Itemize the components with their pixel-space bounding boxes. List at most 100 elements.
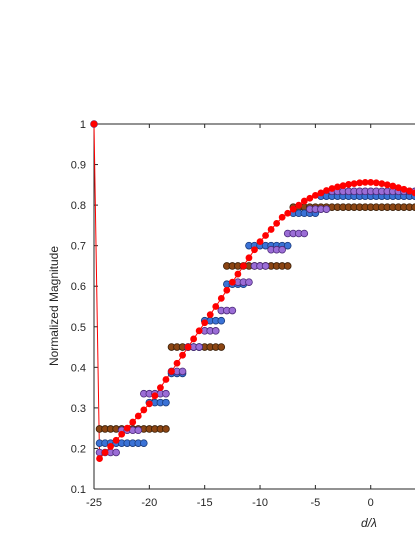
data-point [90, 120, 98, 128]
data-point [361, 178, 369, 186]
data-point [234, 270, 242, 278]
x-tick-label: -10 [252, 497, 268, 509]
data-point [211, 327, 220, 335]
data-point [267, 226, 275, 233]
data-point [383, 181, 391, 189]
x-tick-label: -20 [141, 497, 157, 509]
data-point [278, 245, 286, 254]
data-point [367, 178, 375, 186]
data-point [295, 201, 303, 209]
data-point [306, 194, 314, 202]
data-point [217, 316, 226, 325]
data-point [322, 205, 331, 213]
data-point [300, 229, 309, 238]
data-point [300, 197, 308, 205]
y-tick-label: 0.4 [71, 362, 86, 374]
data-point [245, 278, 253, 286]
data-point [206, 311, 214, 319]
data-point [145, 400, 153, 408]
data-point [339, 182, 347, 190]
data-point [372, 179, 380, 187]
data-point [283, 241, 292, 250]
data-point [178, 367, 187, 376]
y-tick-label: 0.5 [71, 322, 86, 334]
x-axis: -25 -20 -15 -10 -5 0 [86, 124, 374, 509]
x-axis-label: d/λ [361, 516, 377, 530]
data-point [389, 182, 397, 190]
data-point [162, 398, 170, 407]
data-point [96, 455, 103, 462]
data-point [228, 278, 236, 286]
y-tick-label: 0.8 [71, 200, 86, 212]
x-tick-label: -25 [86, 497, 102, 509]
data-point [140, 406, 148, 414]
y-tick-label: 0.9 [71, 160, 86, 172]
data-point [411, 203, 415, 211]
data-point [289, 205, 297, 213]
data-point [123, 424, 131, 432]
data-point [134, 412, 142, 420]
data-point [228, 306, 237, 315]
y-axis-label: Normalized Magnitude [47, 246, 61, 366]
data-point [184, 343, 192, 351]
y-tick-label: 0.1 [71, 484, 86, 496]
data-point [378, 180, 386, 188]
data-point [162, 376, 170, 383]
data-point [240, 262, 247, 270]
y-tick-label: 0.6 [71, 281, 86, 293]
data-point [151, 392, 159, 400]
data-point [217, 343, 226, 351]
data-point [173, 359, 181, 367]
data-point [129, 418, 137, 426]
axes-frame [93, 123, 415, 490]
data-point [273, 219, 281, 227]
data-point [317, 189, 325, 197]
data-point [262, 232, 269, 239]
data-point [245, 254, 253, 262]
series-group [90, 120, 415, 462]
data-point [350, 180, 358, 188]
data-point [394, 184, 402, 192]
x-tick-label: -5 [310, 497, 320, 509]
data-point [323, 187, 330, 194]
data-point [411, 189, 415, 197]
data-point [212, 303, 220, 310]
data-point [195, 343, 203, 351]
data-point [168, 367, 175, 375]
data-point [195, 327, 203, 335]
plot-area [90, 120, 415, 462]
y-tick-label: 1 [80, 119, 86, 131]
y-axis: 0.1 0.2 0.3 0.4 0.5 0.6 0.7 0.8 0.9 1 [71, 119, 98, 496]
data-point [157, 384, 164, 392]
data-point [162, 425, 170, 433]
data-point [107, 443, 115, 450]
data-point [118, 430, 126, 438]
y-tick-label: 0.3 [71, 403, 86, 415]
data-point [179, 351, 186, 359]
data-point [278, 213, 286, 221]
data-point [406, 187, 413, 195]
data-point [284, 209, 292, 217]
data-point [251, 246, 258, 254]
x-tick-label: -15 [197, 497, 213, 509]
data-point [261, 262, 270, 270]
data-point [217, 294, 225, 302]
data-point [112, 436, 120, 444]
data-point [190, 335, 198, 343]
data-point [256, 238, 264, 246]
data-point [201, 319, 209, 327]
data-point [345, 181, 352, 188]
data-point [162, 389, 170, 398]
y-tick-label: 0.2 [71, 443, 86, 455]
x-tick-label: 0 [368, 497, 374, 509]
data-point [356, 179, 364, 187]
data-point [223, 286, 231, 294]
data-point [112, 448, 120, 457]
data-point [334, 183, 341, 191]
data-point [328, 185, 336, 192]
data-point [311, 191, 319, 199]
y-tick-label: 0.7 [71, 241, 86, 253]
data-point [101, 449, 109, 456]
